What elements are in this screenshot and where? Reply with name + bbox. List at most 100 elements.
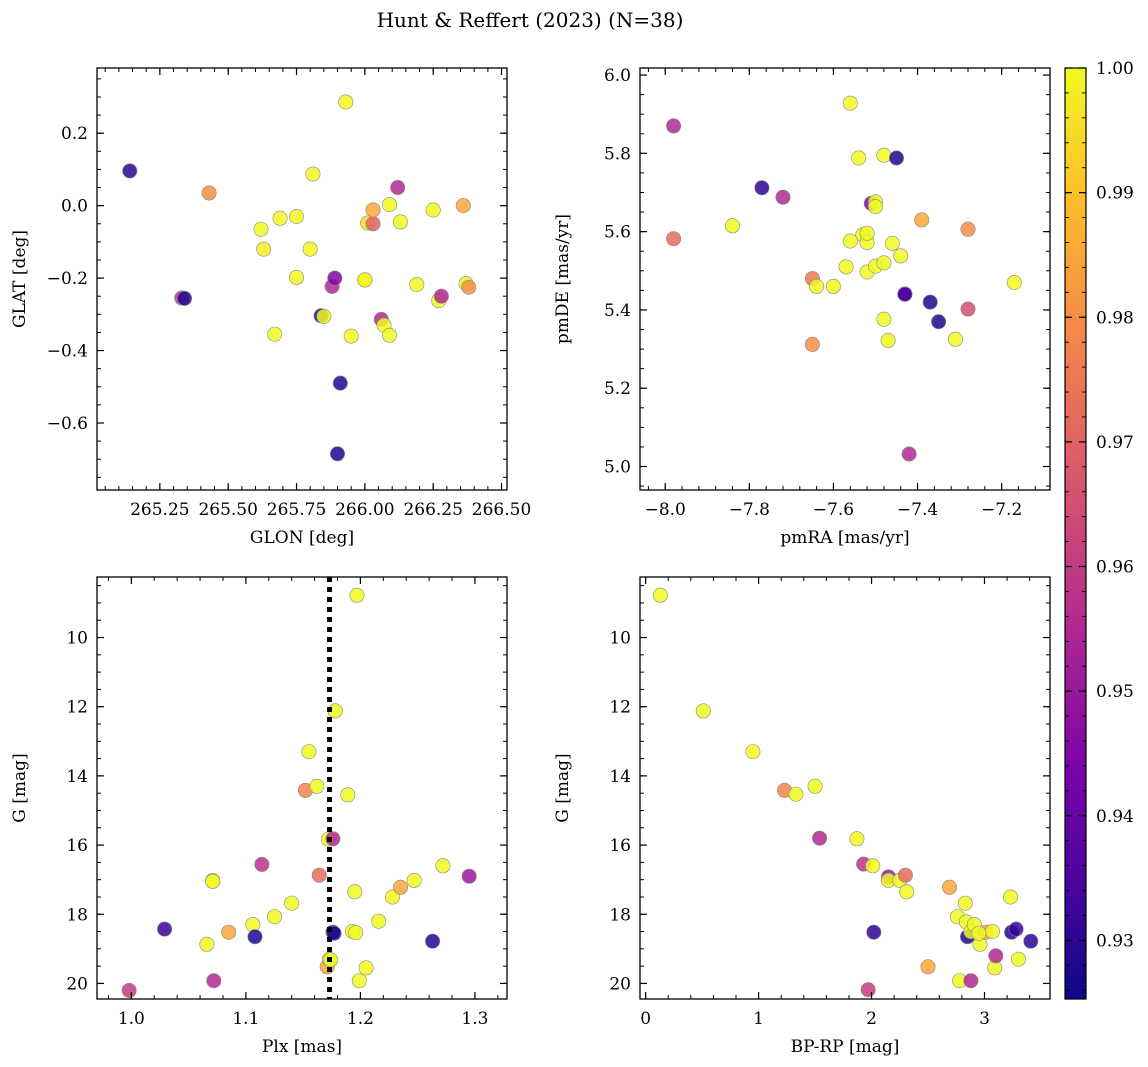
data-point [666, 231, 682, 247]
data-point [963, 973, 979, 989]
x-axis-label: pmRA [mas/yr] [780, 528, 909, 548]
x-axis-label: BP-RP [mag] [791, 1037, 900, 1057]
data-point [865, 858, 881, 874]
data-point [205, 873, 221, 889]
data-point [348, 925, 364, 941]
ticks-bprp-g [640, 577, 1050, 999]
data-point [316, 308, 332, 324]
y-tick-label: 16 [609, 836, 631, 856]
colorbar-tick-label: 0.93 [1096, 931, 1134, 951]
y-tick-label: 10 [609, 629, 631, 649]
data-point [884, 235, 900, 251]
data-point [384, 889, 400, 905]
data-point [272, 210, 288, 226]
data-point [901, 446, 917, 462]
data-point [849, 831, 865, 847]
data-point [433, 288, 449, 304]
panels: 265.25 265.50 265.75 266.00 266.25 266.50 0.2 0… [10, 66, 1051, 1057]
data-point [343, 328, 359, 344]
data-point [666, 118, 682, 134]
y-axis-label: G [mag] [553, 753, 573, 822]
y-tick-label: 16 [66, 836, 88, 856]
data-point [121, 982, 137, 998]
data-point [206, 973, 222, 989]
y-tick-label: 20 [609, 974, 631, 994]
x-axis-label: GLON [deg] [250, 528, 354, 548]
data-point [914, 212, 930, 228]
x-tick-label: 0 [640, 1009, 651, 1029]
data-point [860, 982, 876, 998]
x-tick-label: −7.6 [813, 500, 854, 520]
data-point [381, 327, 397, 343]
y-tick-label: 12 [609, 698, 631, 718]
data-point [157, 921, 173, 937]
data-point [349, 587, 365, 603]
data-point [288, 269, 304, 285]
colorbar: 0.93 0.94 0.95 0.96 0.97 0.98 0.99 1.00 [1064, 59, 1134, 1000]
data-point [859, 225, 875, 241]
y-tick-label: 0.2 [61, 124, 88, 144]
data-point [888, 150, 904, 166]
data-point [332, 375, 348, 391]
colorbar-tick-label: 0.94 [1096, 807, 1134, 827]
data-point [254, 856, 270, 872]
data-point [842, 95, 858, 111]
data-point [652, 587, 668, 603]
y-tick-label: 14 [609, 767, 631, 787]
data-point [201, 185, 217, 201]
data-point [1023, 933, 1039, 949]
y-tick-label: 5.6 [604, 223, 631, 243]
colorbar-tick-label: 0.95 [1096, 682, 1134, 702]
data-point [988, 948, 1004, 964]
data-point [807, 778, 823, 794]
y-tick-label: 12 [66, 698, 88, 718]
y-tick-label: 5.0 [604, 458, 631, 478]
data-point [804, 336, 820, 352]
data-point [177, 290, 193, 306]
y-tick-label: 5.2 [604, 379, 631, 399]
y-tick-label: −0.2 [47, 269, 88, 289]
data-point [876, 147, 892, 163]
data-point [365, 216, 381, 232]
data-point [371, 913, 387, 929]
axes-frame [639, 67, 1051, 491]
axes-frame [639, 576, 1051, 1000]
ticks-pmra-pmde [640, 68, 1050, 490]
data-point [788, 786, 804, 802]
points-bprp-g [652, 587, 1039, 998]
data-point [867, 199, 883, 215]
x-tick-label: −7.4 [897, 500, 938, 520]
data-point [876, 311, 892, 327]
data-point [695, 703, 711, 719]
x-tick-label: 1 [753, 1009, 764, 1029]
x-tick-label: 265.25 [130, 500, 189, 520]
data-point [876, 255, 892, 271]
axes-frame [96, 67, 508, 491]
y-tick-label: −0.4 [47, 342, 88, 362]
data-point [922, 294, 938, 310]
data-point [392, 214, 408, 230]
colorbar-tick-label: 0.99 [1096, 184, 1134, 204]
x-tick-label: 1.2 [347, 1009, 374, 1029]
data-point [302, 241, 318, 257]
data-point [960, 301, 976, 317]
data-point [1010, 951, 1026, 967]
data-point [351, 973, 367, 989]
data-point [960, 221, 976, 237]
y-axis-label: GLAT [deg] [10, 230, 30, 328]
figure-title: Hunt & Reffert (2023) (N=38) [377, 8, 684, 32]
x-tick-label: −7.2 [981, 500, 1022, 520]
colorbar-tick-label: 1.00 [1096, 59, 1134, 79]
data-point [461, 279, 477, 295]
panel-pmra-pmde: −8.0 −7.8 −7.6 −7.4 −7.2 5.0 5.2 5.4 5.6 5.8 6.0 pm… [553, 66, 1051, 548]
data-point [122, 163, 138, 179]
x-tick-label: 265.75 [267, 500, 326, 520]
data-point [247, 929, 263, 945]
panel-plx-g: 1.0 1.1 1.2 1.3 10 12 14 16 18 20 Plx [mas] G [mag] [10, 576, 508, 1057]
x-tick-label: 265.50 [198, 500, 257, 520]
data-point [340, 787, 356, 803]
x-tick-label: 1.1 [232, 1009, 259, 1029]
y-axis-label: G [mag] [10, 753, 30, 822]
data-point [199, 936, 215, 952]
